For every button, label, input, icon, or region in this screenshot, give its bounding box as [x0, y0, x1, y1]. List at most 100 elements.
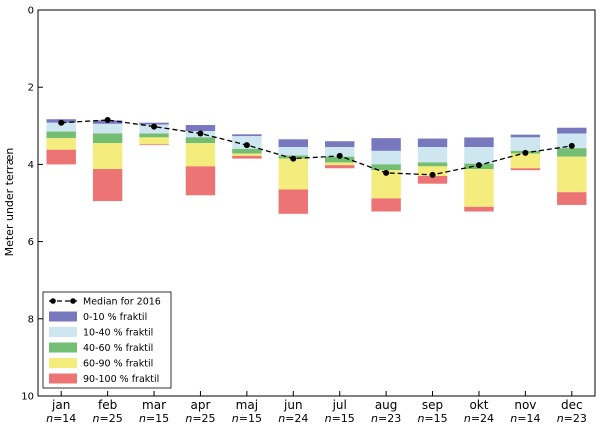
band-3-bar-jan [46, 138, 76, 150]
x-label-jan: jan [51, 398, 70, 412]
median-point-feb [104, 117, 111, 124]
band-0-bar-okt [464, 137, 494, 148]
y-tick-label-0: 0 [28, 6, 34, 17]
legend-label-3: 60-90 % fraktil [83, 359, 153, 370]
n-label-sep: n=15 [417, 412, 447, 424]
band-2-bar-mar [139, 133, 169, 138]
x-label-dec: dec [561, 398, 583, 412]
median-point-aug [383, 169, 390, 176]
legend-median-point-a [50, 298, 56, 304]
legend-swatch-0 [49, 311, 77, 322]
y-axis-ticks: 0 2 4 6 8 10 [21, 6, 43, 403]
plot-frame [37, 9, 596, 397]
y-tick-label-6: 6 [28, 237, 34, 248]
x-axis-labels: jann=14febn=25marn=15aprn=25majn=15junn=… [46, 391, 587, 424]
median-point-jun [290, 155, 297, 162]
band-4-bar-maj [232, 155, 262, 159]
band-0-bar-aug [371, 138, 401, 151]
band-0-bar-jun [278, 139, 308, 148]
band-3-bar-mar [139, 137, 169, 145]
n-label-nov: n=14 [510, 412, 540, 424]
median-point-sep [429, 171, 436, 178]
band-1-bar-dec [557, 133, 587, 149]
band-2-bar-feb [92, 133, 123, 144]
n-label-jan: n=14 [46, 412, 76, 424]
band-3-bar-dec [557, 156, 587, 193]
band-4-bar-feb [92, 169, 123, 202]
band-2-bar-maj [232, 148, 262, 154]
band-4-bar-apr [185, 166, 216, 196]
band-2-bar-apr [185, 137, 216, 144]
median-point-okt [475, 162, 482, 169]
band-4-bar-aug [371, 198, 401, 212]
median-point-nov [522, 149, 529, 156]
band-1-bar-jul [325, 147, 355, 157]
n-label-maj: n=15 [232, 412, 262, 424]
band-4-bar-jan [46, 149, 76, 165]
n-label-mar: n=15 [139, 412, 169, 424]
n-label-apr: n=25 [185, 412, 215, 424]
band-0-bar-dec [557, 127, 587, 134]
band-0-bar-jul [325, 141, 355, 148]
x-label-sep: sep [422, 398, 443, 412]
band-3-bar-jun [278, 158, 308, 190]
band-4-bar-dec [557, 192, 587, 205]
band-4-bar-jun [278, 189, 308, 214]
legend-box [42, 291, 172, 389]
band-1-bar-feb [92, 123, 123, 134]
band-1-bar-okt [464, 147, 494, 164]
band-0-bar-nov [510, 134, 541, 138]
band-0-bar-apr [185, 125, 216, 132]
legend: Median for 2016 0-10 % fraktil 10-40 % fra… [42, 291, 172, 389]
legend-swatch-3 [49, 358, 77, 368]
y-tick-label-8: 8 [28, 314, 34, 325]
band-1-bar-sep [417, 147, 448, 163]
band-2-bar-jul [325, 156, 355, 163]
n-label-aug: n=23 [371, 412, 401, 424]
median-series [58, 117, 575, 178]
y-tick-label-2: 2 [28, 83, 34, 94]
median-point-dec [568, 142, 575, 149]
band-2-bar-sep [417, 162, 448, 167]
n-label-feb: n=25 [93, 412, 123, 424]
x-label-feb: feb [98, 398, 117, 412]
legend-label-1: 10-40 % fraktil [83, 328, 153, 339]
x-label-apr: apr [191, 398, 211, 412]
percentile-bars [46, 119, 587, 214]
band-4-bar-nov [510, 168, 541, 171]
band-2-bar-aug [371, 164, 401, 171]
x-label-okt: okt [469, 398, 488, 412]
legend-label-4: 90-100 % fraktil [83, 374, 159, 385]
band-4-bar-sep [417, 175, 448, 184]
band-0-bar-maj [232, 134, 262, 137]
band-3-bar-apr [185, 143, 216, 167]
n-label-dec: n=23 [557, 412, 587, 424]
band-4-bar-okt [464, 206, 494, 212]
median-point-jan [58, 119, 65, 126]
legend-swatch-4 [49, 373, 77, 384]
x-label-mar: mar [142, 398, 166, 412]
band-1-bar-jun [278, 147, 308, 156]
band-3-bar-sep [417, 166, 448, 176]
legend-label-median: Median for 2016 [83, 297, 161, 308]
legend-swatch-1 [49, 327, 77, 337]
band-3-bar-nov [510, 153, 541, 169]
band-0-bar-sep [417, 138, 448, 148]
legend-median-point-b [70, 298, 76, 304]
x-label-nov: nov [514, 398, 536, 412]
band-3-bar-maj [232, 153, 262, 156]
y-tick-label-4: 4 [28, 160, 34, 171]
median-point-mar [151, 123, 158, 130]
x-label-aug: aug [375, 398, 398, 412]
y-axis-label: Meter under terræn [3, 148, 16, 257]
band-2-bar-dec [557, 148, 587, 157]
n-label-jun: n=24 [278, 412, 308, 424]
band-3-bar-feb [92, 143, 123, 170]
band-1-bar-jan [46, 122, 76, 132]
legend-label-0: 0-10 % fraktil [83, 312, 147, 323]
median-point-maj [243, 142, 250, 149]
n-label-okt: n=24 [464, 412, 494, 424]
band-3-bar-jul [325, 162, 355, 166]
median-line [61, 119, 572, 176]
